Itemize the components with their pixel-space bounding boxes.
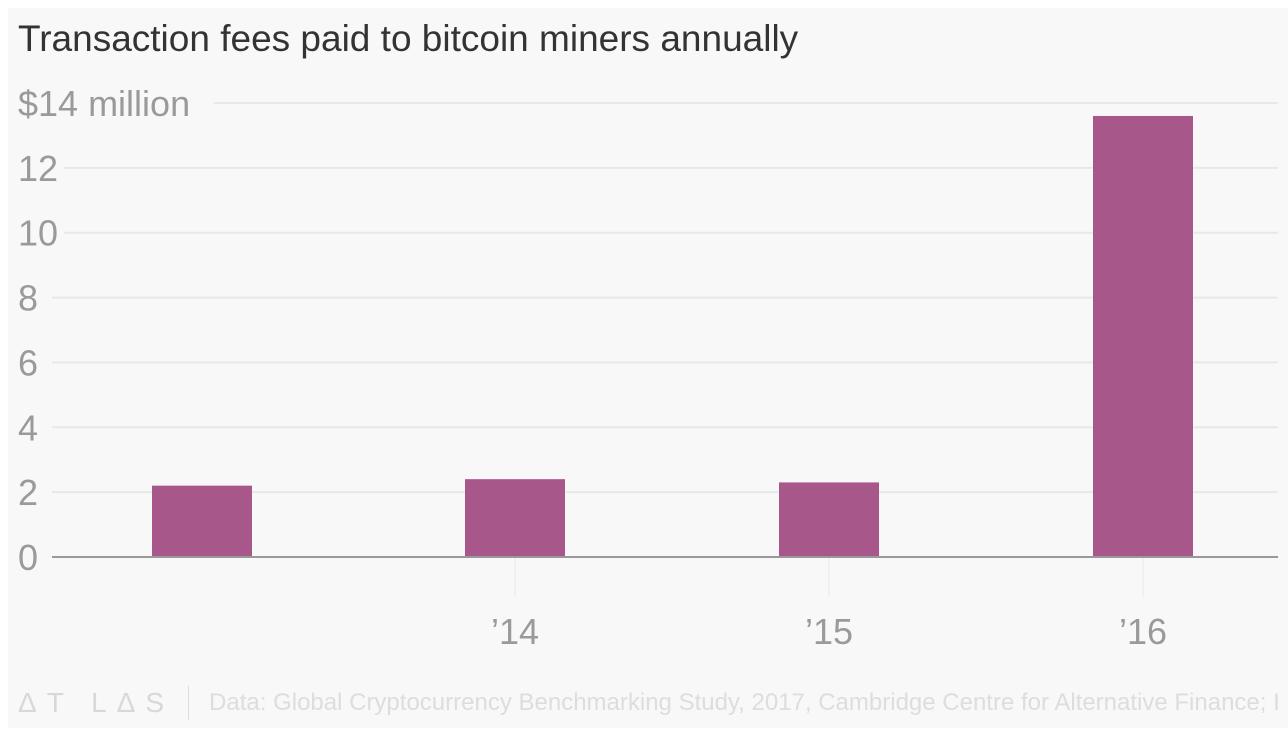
bar-2015	[779, 482, 879, 557]
footer-divider	[188, 686, 190, 720]
y-tick-label: $14 million	[18, 83, 190, 124]
y-tick-label: 12	[18, 148, 58, 189]
chart-panel	[8, 8, 1288, 728]
atlas-logo: ΔT LΔS	[18, 687, 175, 718]
x-tick-label: ’14	[491, 611, 539, 652]
footer: ΔT LΔS Data: Global Cryptocurrency Bench…	[18, 686, 1280, 720]
y-tick-label: 2	[18, 472, 38, 513]
y-tick-label: 6	[18, 342, 38, 383]
y-tick-label: 10	[18, 213, 58, 254]
x-tick-label: ’15	[805, 611, 853, 652]
y-tick-label: 8	[18, 278, 38, 319]
bar-2014	[465, 479, 565, 557]
bar-2013	[152, 485, 252, 557]
y-tick-label: 0	[18, 537, 38, 578]
source-note: Data: Global Cryptocurrency Benchmarking…	[209, 689, 1280, 716]
chart-title: Transaction fees paid to bitcoin miners …	[18, 18, 799, 59]
y-tick-label: 4	[18, 407, 38, 448]
bar-2016	[1093, 115, 1193, 557]
x-tick-label: ’16	[1119, 611, 1167, 652]
